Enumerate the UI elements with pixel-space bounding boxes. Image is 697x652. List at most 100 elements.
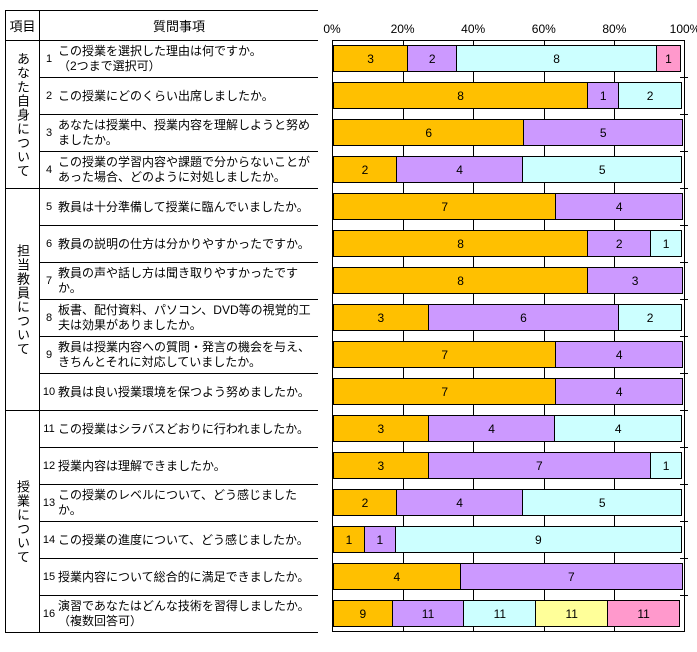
bar-segment-purple: 7	[427, 452, 652, 479]
bar-segment-purple: 1	[363, 526, 396, 553]
bar-segment-value: 1	[345, 532, 353, 547]
x-axis-tick-label: 40%	[461, 22, 486, 36]
bar-segment-cyan: 5	[522, 156, 682, 183]
category-axis-tick	[680, 262, 688, 263]
question-row: 5 教員は十分準備して授業に臨んでいましたか。	[40, 188, 318, 225]
question-text: 板書、配付資料、パソコン、DVD等の視覚的工夫は効果がありましたか。	[58, 303, 311, 332]
category-axis-tick	[680, 225, 688, 226]
question-text: 演習であなたはどんな技術を習得しましたか。 （複数回答可）	[58, 599, 310, 628]
bar-row-q1: 3 2 8 1	[333, 45, 684, 72]
question-number: 11	[43, 423, 55, 435]
bar-segment-value: 5	[598, 162, 606, 177]
bar-segment-value: 7	[441, 347, 449, 362]
category-axis-tick	[680, 595, 688, 596]
bar-segment-cyan: 11	[463, 600, 537, 627]
question-row: 3 あなたは授業中、授業内容を理解しようと努めましたか。	[40, 114, 318, 151]
category-axis-tick	[680, 299, 688, 300]
bar-segment-yellow: 11	[535, 600, 609, 627]
bar-segment-value: 8	[457, 88, 464, 103]
bar-segment-value: 4	[456, 495, 463, 510]
question-text: 授業内容について総合的に満足できましたか。	[58, 569, 310, 584]
bar-row-q6: 8 2 1	[333, 230, 684, 257]
bar-segment-cyan: 8	[456, 45, 657, 72]
question-row: 12 授業内容は理解できましたか。	[40, 447, 318, 484]
question-number: 6	[45, 238, 53, 250]
question-text: この授業の進度について、どう感じましたか。	[58, 532, 309, 547]
section-label: あなた自身について	[15, 51, 30, 178]
bar-segment-value: 7	[536, 458, 543, 473]
bar-row-q16: 9 11 11 11 11	[333, 600, 684, 627]
question-text: 教員は良い授業環境を保つよう努めましたか。	[58, 384, 310, 399]
category-axis-tick	[680, 373, 688, 374]
x-axis-tick-label: 0%	[323, 22, 341, 36]
bar-segment-gold: 1	[333, 526, 365, 553]
question-number: 1	[45, 53, 53, 65]
bar-segment-value: 2	[646, 310, 654, 325]
question-row: 15 授業内容について総合的に満足できましたか。	[40, 558, 318, 595]
bar-segment-gold: 3	[333, 45, 409, 72]
bar-segment-value: 3	[377, 421, 385, 436]
question-row: 4 この授業の学習内容や課題で分からないことがあった場合、どのように対処しましたか…	[40, 151, 318, 188]
category-axis-tick	[680, 336, 688, 337]
bar-segment-purple: 4	[555, 341, 683, 368]
bar-segment-gold: 9	[333, 600, 393, 627]
question-number: 15	[42, 571, 56, 583]
x-axis-tick-label: 60%	[531, 22, 556, 36]
bar-row-q8: 3 6 2	[333, 304, 684, 331]
question-text: 授業内容は理解できましたか。	[58, 458, 226, 473]
bar-segment-value: 6	[520, 310, 527, 325]
bar-segment-value: 3	[377, 310, 385, 325]
question-text: この授業を選択した理由は何ですか。 （2つまで選択可）	[58, 44, 262, 73]
bar-segment-gold: 8	[333, 82, 589, 109]
bar-segment-value: 4	[615, 347, 623, 362]
bar-segment-gold: 7	[333, 193, 557, 220]
bar-segment-cyan: 5	[522, 489, 682, 516]
bar-segment-gold: 7	[333, 378, 557, 405]
bar-segment-value: 9	[359, 606, 367, 621]
question-number: 9	[45, 349, 53, 361]
question-number: 10	[42, 386, 56, 398]
bar-segment-value: 7	[441, 199, 449, 214]
question-row: 7 教員の声や話し方は聞き取りやすかったですか。	[40, 262, 318, 299]
question-number: 2	[45, 90, 53, 102]
question-number: 5	[45, 201, 53, 213]
question-text: この授業にどのくらい出席しましたか。	[58, 88, 274, 103]
bar-segment-purple: 4	[395, 489, 524, 516]
question-number: 4	[45, 164, 53, 176]
bar-row-q2: 8 1 2	[333, 82, 684, 109]
question-row: 8 板書、配付資料、パソコン、DVD等の視覚的工夫は効果がありましたか。	[40, 299, 318, 336]
question-row: 14 この授業の進度について、どう感じましたか。	[40, 521, 318, 558]
question-row: 9 教員は授業内容への質問・発言の機会を与え、きちんとそれに対応していましたか。	[40, 336, 318, 373]
bar-segment-value: 8	[553, 51, 560, 66]
bar-segment-value: 4	[615, 384, 623, 399]
section-label: 担当教員について	[15, 243, 30, 356]
question-text: 教員は授業内容への質問・発言の機会を与え、きちんとそれに対応していましたか。	[58, 340, 311, 369]
bar-segment-value: 4	[393, 569, 401, 584]
question-number: 3	[45, 127, 53, 139]
bar-row-q11: 3 4 4	[333, 415, 684, 442]
bar-segment-purple: 2	[587, 230, 652, 257]
question-text: この授業のレベルについて、どう感じましたか。	[58, 488, 298, 517]
bar-row-q12: 3 7 1	[333, 452, 684, 479]
bar-segment-gold: 8	[333, 230, 589, 257]
category-axis-tick	[680, 188, 688, 189]
question-row: 10 教員は良い授業環境を保つよう努めましたか。	[40, 373, 318, 410]
bar-segment-cyan: 2	[618, 304, 682, 331]
bar-segment-value: 5	[599, 125, 607, 140]
question-number: 8	[45, 312, 53, 324]
question-number: 16	[42, 608, 56, 620]
section-cell: あなた自身について	[6, 40, 39, 188]
bar-segment-value: 2	[361, 495, 369, 510]
bar-segment-value: 4	[614, 421, 622, 436]
bar-segment-value: 1	[665, 51, 672, 66]
bar-row-q14: 1 1 9	[333, 526, 684, 553]
bar-segment-gold: 2	[333, 489, 397, 516]
bar-segment-value: 2	[615, 236, 623, 251]
section-cell: 担当教員について	[6, 188, 39, 410]
category-axis-tick	[680, 484, 688, 485]
bar-segment-purple: 6	[427, 304, 620, 331]
